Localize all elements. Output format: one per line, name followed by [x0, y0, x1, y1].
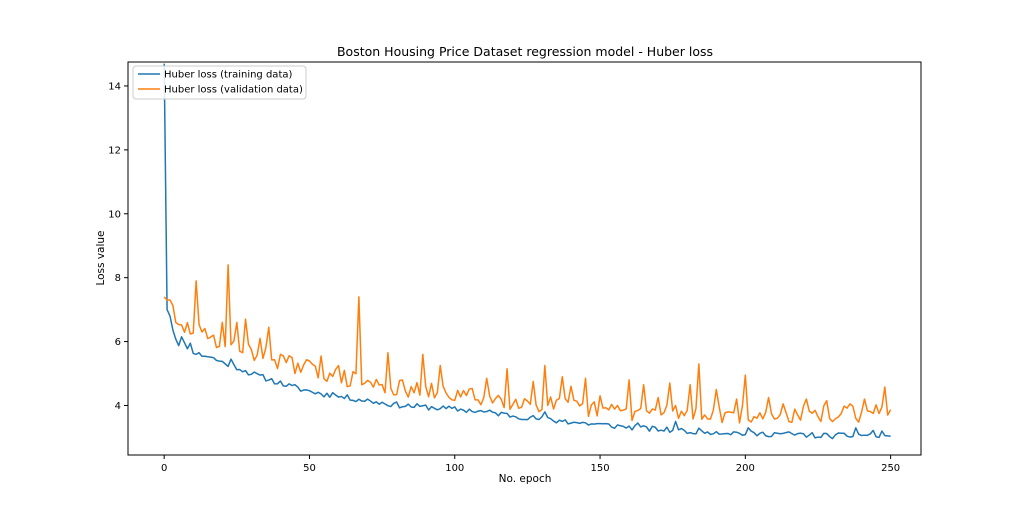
- y-tick-label: 14: [108, 81, 121, 92]
- y-tick-label: 4: [115, 401, 121, 412]
- plot-frame: [127, 61, 922, 456]
- x-tick-label: 100: [445, 463, 464, 474]
- y-tick-label: 6: [115, 337, 121, 348]
- x-tick-label: 0: [161, 463, 167, 474]
- y-axis-ticks: 4 6 8 10 12 14: [108, 81, 128, 412]
- x-tick-label: 150: [591, 463, 610, 474]
- chart-title: Boston Housing Price Dataset regression …: [337, 44, 713, 59]
- x-axis-label: No. epoch: [499, 473, 552, 485]
- legend-box: [132, 65, 307, 100]
- y-tick-label: 8: [115, 273, 121, 284]
- y-tick-label: 10: [108, 209, 121, 220]
- legend-label-training: Huber loss (training data): [164, 70, 292, 81]
- series-layer: [163, 63, 892, 440]
- y-tick-label: 12: [108, 145, 121, 156]
- y-axis-label: Loss value: [95, 230, 107, 285]
- x-axis-ticks: 0 50 100 150 200 250: [161, 455, 900, 474]
- x-tick-label: 200: [736, 463, 755, 474]
- x-tick-label: 250: [881, 463, 900, 474]
- training-loss-line: [163, 63, 891, 440]
- x-tick-label: 50: [303, 463, 316, 474]
- legend: Huber loss (training data) Huber loss (v…: [132, 65, 307, 100]
- legend-label-validation: Huber loss (validation data): [164, 85, 303, 96]
- validation-loss-line: [163, 264, 892, 424]
